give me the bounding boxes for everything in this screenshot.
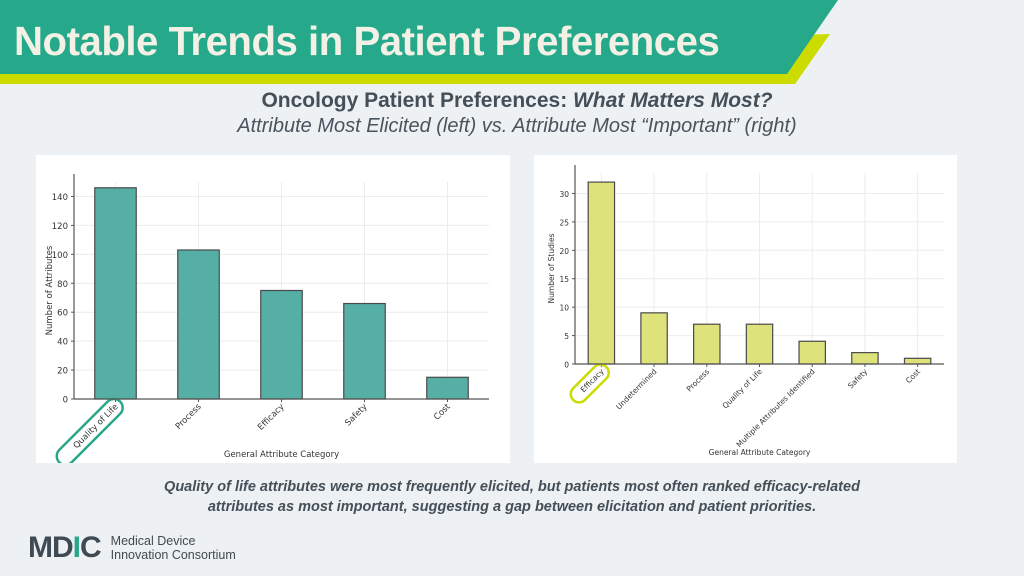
bar-cost <box>426 376 469 400</box>
chart-heading-italic: What Matters Most? <box>573 89 773 112</box>
bar-undetermined <box>640 312 668 365</box>
y-tick-label: 20 <box>559 247 569 256</box>
logo-mark-md: MD <box>28 531 74 564</box>
y-tick-label: 60 <box>57 309 68 319</box>
x-tick-label: Safety <box>343 402 369 428</box>
slide-title: Notable Trends in Patient Preferences <box>14 18 720 64</box>
y-tick-label: 80 <box>57 280 68 290</box>
highlight-oval <box>569 363 610 404</box>
bar-efficacy <box>587 181 616 365</box>
logo-text-line-1: Medical Device <box>110 534 196 548</box>
y-axis-label: Number of Attributes <box>45 245 55 335</box>
bar-quality-of-life <box>94 187 137 400</box>
right-chart-panel: 0 5 10 15 20 25 30 Efficacy Undetermined Process Q… <box>534 155 957 463</box>
bar-efficacy <box>260 289 303 400</box>
mdic-logo: MDIC Medical Device Innovation Consortiu… <box>28 533 236 563</box>
x-tick-label: Undetermined <box>614 367 658 411</box>
y-tick-label: 100 <box>52 251 68 261</box>
logo-mark-i: I <box>72 531 81 564</box>
title-banner <box>0 0 838 84</box>
x-tick-label: Cost <box>432 402 453 423</box>
bar-cost <box>903 357 932 365</box>
bar-safety <box>851 352 879 365</box>
y-tick-label: 15 <box>559 275 569 284</box>
y-tick-label: 40 <box>57 338 68 348</box>
x-axis-label: General Attribute Category <box>224 450 339 460</box>
caption-line-2: attributes as most important, suggesting… <box>207 499 817 515</box>
left-bar-chart: 0 20 40 60 80 100 120 140 Quality of Life Process… <box>45 174 489 467</box>
bar-multiple-attributes-identified <box>798 340 826 365</box>
logo-mark: MDIC <box>28 531 102 564</box>
y-tick-label: 30 <box>559 190 569 199</box>
y-tick-label: 5 <box>564 332 569 341</box>
y-tick-label: 0 <box>564 361 569 370</box>
chart-heading-bold: Oncology Patient Preferences: <box>261 89 574 112</box>
x-tick-label: Safety <box>846 367 870 391</box>
y-tick-label: 10 <box>559 304 569 313</box>
x-tick-label: Process <box>685 367 712 394</box>
x-tick-label: Quality of Life <box>72 402 121 451</box>
bar-quality-of-life <box>745 323 774 365</box>
banner-green <box>0 0 838 74</box>
chart-subheading: Attribute Most Elicited (left) vs. Attri… <box>237 115 797 137</box>
logo-mark-c: C <box>80 531 102 564</box>
highlight-oval <box>55 397 124 467</box>
caption-line-1: Quality of life attributes were most fre… <box>164 479 860 495</box>
bar-process <box>693 323 721 365</box>
y-tick-label: 140 <box>52 193 68 203</box>
y-tick-label: 20 <box>57 367 68 377</box>
x-axis-label: General Attribute Category <box>709 448 811 457</box>
logo-text: Medical Device Innovation Consortium <box>111 534 236 562</box>
logo-text-line-2: Innovation Consortium <box>110 548 236 562</box>
y-tick-label: 0 <box>63 396 68 406</box>
x-tick-label: Efficacy <box>256 402 287 433</box>
left-chart-panel: 0 20 40 60 80 100 120 140 Quality of Life Process… <box>36 155 510 467</box>
x-tick-label: Cost <box>904 367 922 385</box>
bar-safety <box>343 302 386 400</box>
x-tick-label: Quality of Life <box>721 367 765 411</box>
bar-process <box>177 249 220 400</box>
chart-heading: Oncology Patient Preferences: What Matte… <box>0 89 1024 113</box>
y-tick-label: 120 <box>52 222 68 232</box>
x-tick-label: Process <box>174 402 204 432</box>
y-tick-label: 25 <box>559 218 569 227</box>
y-axis-label: Number of Studies <box>547 233 556 303</box>
slide-caption: Quality of life attributes were most fre… <box>0 477 1024 517</box>
